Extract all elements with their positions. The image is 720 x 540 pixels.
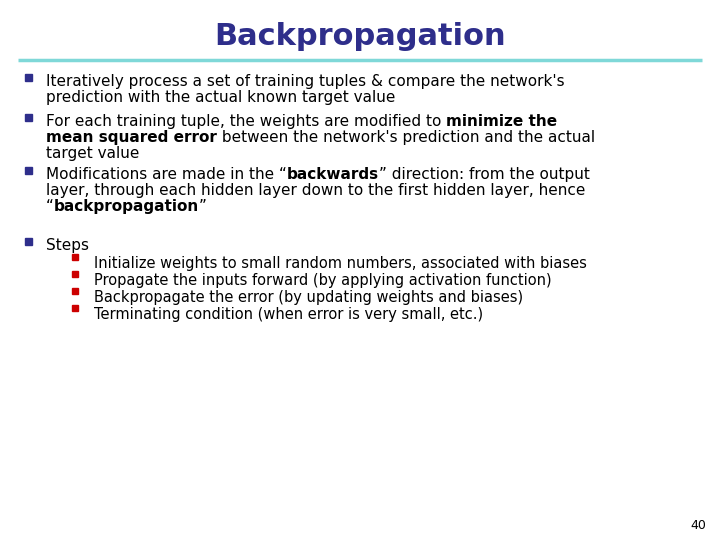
Text: For each training tuple, the weights are modified to: For each training tuple, the weights are… [46,114,446,129]
Text: Steps: Steps [46,238,89,253]
Bar [24,167,32,174]
Text: Modifications are made in the “: Modifications are made in the “ [46,167,287,182]
Text: prediction with the actual known target value: prediction with the actual known target … [46,90,395,105]
Text: “: “ [46,199,54,214]
Bar [72,288,78,294]
Text: Initialize weights to small random numbers, associated with biases: Initialize weights to small random numbe… [94,256,587,271]
Text: ”: ” [199,199,207,214]
Text: between the network's prediction and the actual: between the network's prediction and the… [217,130,595,145]
Text: Terminating condition (when error is very small, etc.): Terminating condition (when error is ver… [94,307,483,322]
Text: target value: target value [46,146,140,161]
Bar [24,74,32,81]
Bar [72,254,78,260]
Text: Backpropagate the error (by updating weights and biases): Backpropagate the error (by updating wei… [94,290,523,305]
Text: backwards: backwards [287,167,379,182]
Text: layer, through each hidden layer down to the first hidden layer, hence: layer, through each hidden layer down to… [46,183,585,198]
Bar [24,238,32,245]
Text: minimize the: minimize the [446,114,557,129]
Text: backpropagation: backpropagation [54,199,199,214]
Bar [72,305,78,311]
Text: 40: 40 [690,519,706,532]
Bar [72,271,78,277]
Text: mean squared error: mean squared error [46,130,217,145]
Text: Iteratively process a set of training tuples & compare the network's: Iteratively process a set of training tu… [46,74,564,89]
Text: Propagate the inputs forward (by applying activation function): Propagate the inputs forward (by applyin… [94,273,552,288]
Bar [24,114,32,121]
Text: Backpropagation: Backpropagation [214,22,506,51]
Text: ” direction: from the output: ” direction: from the output [379,167,590,182]
